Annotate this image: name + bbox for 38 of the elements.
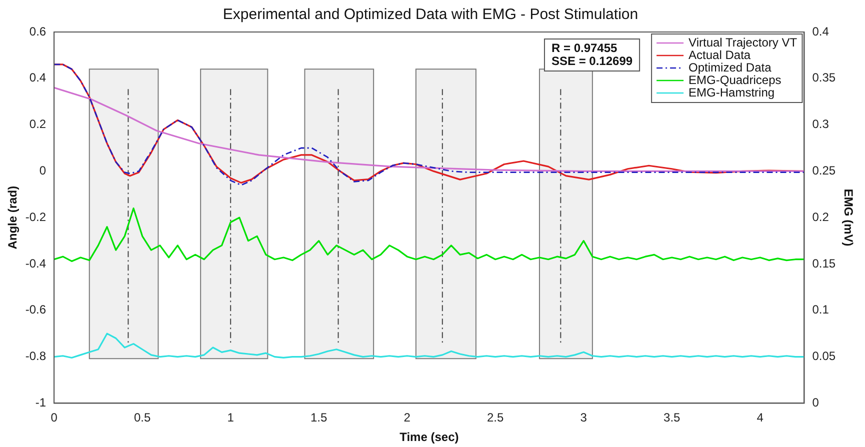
y2-tick-label: 0.05 [812, 349, 836, 364]
y-axis-title: Angle (rad) [6, 186, 20, 250]
x-tick-label: 0 [50, 410, 58, 425]
annotation: R = 0.97455 [551, 40, 618, 55]
x-tick-label: 1.5 [310, 410, 328, 425]
y2-tick-label: 0.25 [812, 164, 836, 178]
x-tick-label: 2.5 [487, 410, 504, 425]
x-tick-label: 3 [580, 410, 588, 425]
legend-label: Actual Data [688, 48, 751, 62]
y2-tick-label: 0.35 [812, 70, 836, 85]
y2-tick-label: 0.4 [812, 24, 830, 38]
x-tick-label: 0.5 [134, 410, 151, 425]
x-tick-label: 2 [404, 410, 411, 425]
y2-tick-label: 0.3 [812, 117, 830, 132]
legend-label: Optimized Data [688, 60, 772, 74]
y2-tick-label: 0 [812, 396, 820, 410]
y-tick-label: 0.6 [29, 24, 46, 38]
y-tick-label: 0.4 [29, 70, 46, 85]
y2-tick-label: 0.15 [812, 256, 836, 270]
x-tick-label: 4 [756, 410, 764, 425]
legend-label: EMG-Hamstring [688, 85, 775, 100]
y-tick-label: -0.8 [25, 349, 46, 364]
legend-label: EMG-Quadriceps [688, 72, 782, 87]
y-tick-label: -0.6 [25, 302, 46, 317]
y-tick-label: 0.2 [29, 117, 46, 132]
y-tick-label: -1 [35, 396, 46, 410]
y2-tick-label: 0.2 [812, 210, 830, 224]
y2-tick-label: 0.1 [812, 302, 830, 317]
y2-axis-title: EMG (mV) [841, 188, 856, 246]
legend-label: Virtual Trajectory VT [688, 35, 798, 50]
y-tick-label: -0.2 [25, 210, 46, 224]
x-axis-title: Time (sec) [400, 430, 459, 444]
y-tick-label: 0 [39, 164, 46, 178]
chart-title: Experimental and Optimized Data with EMG - Post Stimulation [222, 6, 638, 24]
annotation: SSE = 0.12699 [551, 54, 633, 68]
x-tick-label: 3.5 [664, 410, 681, 425]
x-tick-label: 1 [227, 410, 234, 425]
y-tick-label: -0.4 [25, 256, 46, 270]
